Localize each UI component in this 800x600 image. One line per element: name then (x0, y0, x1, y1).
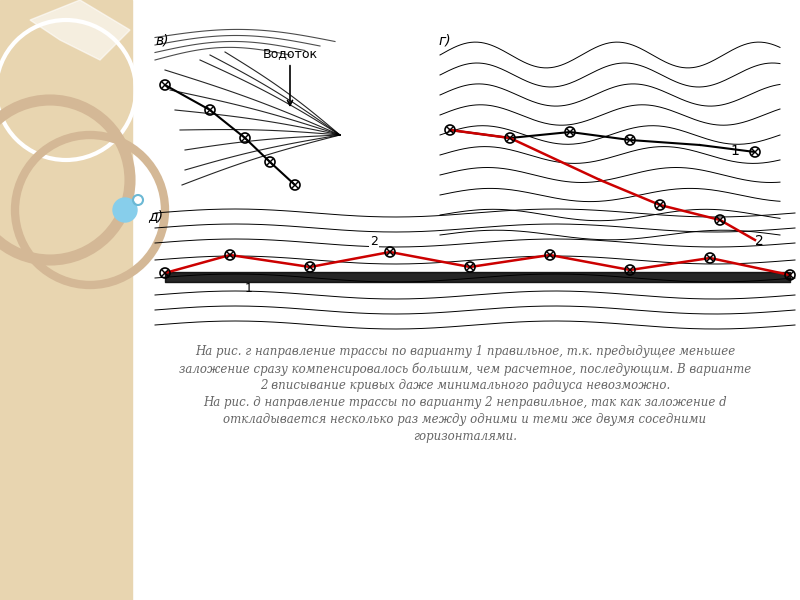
Text: заложение сразу компенсировалось большим, чем расчетное, последующим. В варианте: заложение сразу компенсировалось большим… (179, 362, 751, 376)
Text: 2 вписывание кривых даже минимального радиуса невозможно.: 2 вписывание кривых даже минимального ра… (260, 379, 670, 392)
Bar (0, 0, 132, 600)
Text: 2: 2 (370, 235, 378, 248)
Text: в): в) (155, 34, 169, 48)
Polygon shape (30, 0, 130, 60)
Text: горизонталями.: горизонталями. (413, 430, 517, 443)
Text: 1: 1 (730, 144, 739, 158)
Text: 2: 2 (755, 234, 764, 248)
Text: На рис. д направление трассы по варианту 2 неправильное, так как заложение d: На рис. д направление трассы по варианту… (203, 396, 727, 409)
Text: г): г) (438, 34, 450, 48)
Text: Водоток: Водоток (262, 47, 318, 106)
Text: На рис. г направление трассы по варианту 1 правильное, т.к. предыдущее меньшее: На рис. г направление трассы по варианту… (195, 345, 735, 358)
Text: д): д) (148, 209, 163, 223)
Circle shape (113, 198, 137, 222)
Text: 1: 1 (245, 282, 253, 295)
Text: откладывается несколько раз между одними и теми же двумя соседними: откладывается несколько раз между одними… (223, 413, 706, 426)
